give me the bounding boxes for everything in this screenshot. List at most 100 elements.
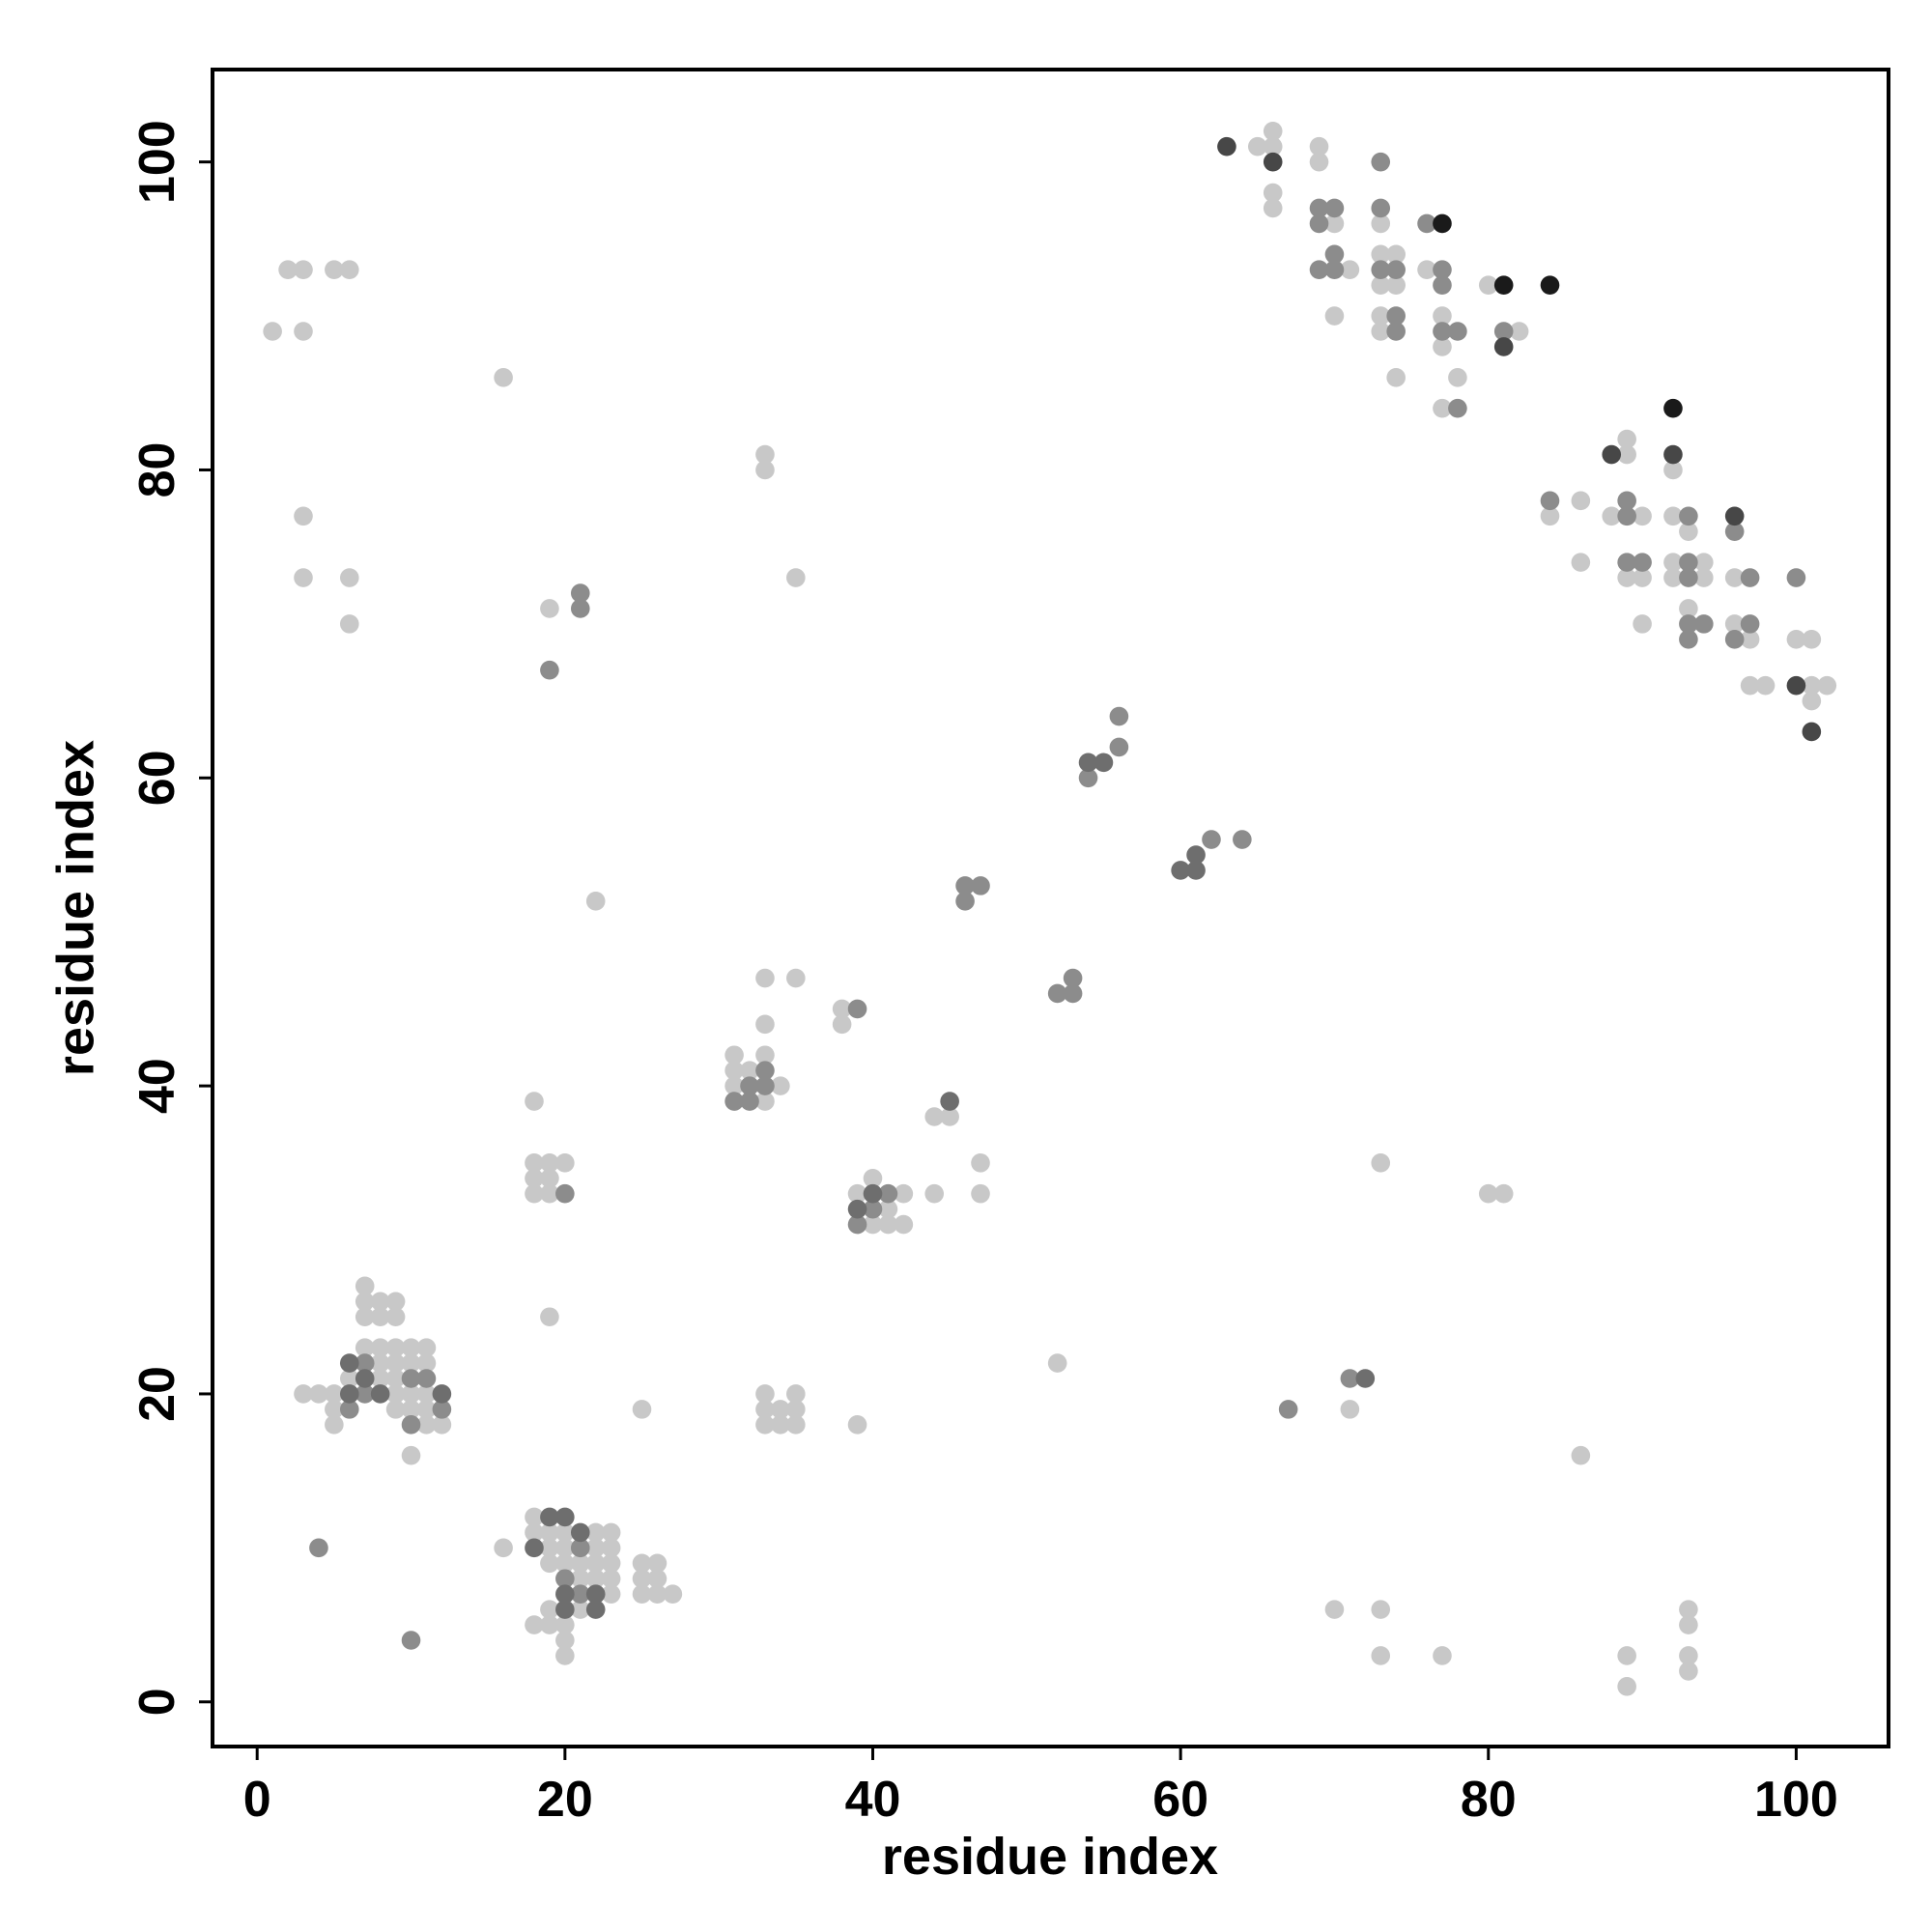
- contact-point: [771, 1400, 790, 1419]
- contact-point: [1679, 1615, 1698, 1634]
- contact-point: [1371, 198, 1391, 218]
- contact-point: [1694, 614, 1714, 634]
- contact-point: [971, 1153, 990, 1173]
- contact-point: [540, 1183, 559, 1204]
- contact-point: [1186, 861, 1206, 880]
- contact-point: [1263, 121, 1283, 141]
- contact-point: [540, 1507, 559, 1527]
- contact-point: [325, 1384, 344, 1404]
- contact-point: [1724, 568, 1745, 587]
- y-tick-label: 60: [129, 750, 185, 806]
- y-tick-label: 100: [129, 120, 185, 204]
- contact-point: [1233, 830, 1252, 849]
- contact-point: [401, 1369, 421, 1388]
- contact-point: [1602, 444, 1622, 465]
- contact-point: [555, 1538, 575, 1558]
- contact-point: [555, 1507, 575, 1527]
- contact-point: [525, 1538, 544, 1558]
- contact-point: [1324, 306, 1345, 326]
- contact-point: [755, 1061, 775, 1080]
- contact-point: [1663, 444, 1683, 465]
- contact-point: [1371, 244, 1391, 265]
- contact-point: [955, 876, 975, 895]
- contact-point: [1386, 275, 1406, 295]
- contact-point: [1571, 1445, 1591, 1465]
- contact-point: [1386, 368, 1406, 387]
- contact-point: [632, 1584, 652, 1604]
- contact-point: [1417, 213, 1436, 234]
- contact-point: [401, 1400, 421, 1419]
- contact-point: [1617, 1646, 1636, 1665]
- contact-point: [401, 1445, 421, 1465]
- contact-point: [385, 1338, 406, 1357]
- contact-point: [740, 1061, 759, 1080]
- y-tick-label: 40: [129, 1058, 185, 1114]
- contact-point: [1386, 260, 1406, 280]
- contact-point: [1679, 630, 1698, 649]
- contact-point: [355, 1384, 375, 1404]
- contact-point: [786, 968, 806, 988]
- contact-point: [1047, 983, 1067, 1004]
- contact-point: [555, 1600, 575, 1619]
- contact-point: [339, 568, 359, 587]
- contact-point: [1371, 1646, 1391, 1665]
- contact-point: [1679, 568, 1698, 587]
- contact-point: [1263, 183, 1283, 203]
- contact-point: [432, 1384, 452, 1404]
- contact-point: [525, 1615, 544, 1634]
- contact-point: [1340, 260, 1360, 280]
- contact-point: [878, 1214, 898, 1235]
- y-tick-label: 20: [129, 1366, 185, 1422]
- contact-point: [1786, 630, 1806, 649]
- contact-point: [294, 260, 313, 280]
- contact-point: [1263, 198, 1283, 218]
- contact-point: [1679, 1662, 1698, 1681]
- contact-point: [1433, 260, 1452, 280]
- contact-point: [540, 599, 559, 618]
- contact-point: [940, 1092, 959, 1111]
- contact-point: [1663, 506, 1683, 526]
- contact-point: [401, 1631, 421, 1650]
- contact-point: [540, 1600, 559, 1619]
- contact-point: [971, 1183, 990, 1204]
- contact-point: [1694, 553, 1714, 572]
- contact-point: [755, 1400, 775, 1419]
- contact-point: [1633, 553, 1652, 572]
- contact-point: [755, 1384, 775, 1404]
- contact-point: [1109, 737, 1129, 757]
- contact-point: [740, 1092, 759, 1111]
- contact-point: [1171, 861, 1190, 880]
- x-tick-label: 20: [537, 1772, 593, 1828]
- contact-point: [1371, 306, 1391, 326]
- contact-point: [1109, 706, 1129, 726]
- contact-point: [1617, 553, 1636, 572]
- contact-point: [1663, 398, 1683, 418]
- contact-point: [1802, 675, 1822, 696]
- contact-point: [540, 1168, 559, 1188]
- contact-point: [1617, 1677, 1636, 1696]
- contact-point: [1386, 322, 1406, 341]
- contact-point: [555, 1584, 575, 1604]
- contact-point: [971, 876, 990, 895]
- contact-point: [525, 1153, 544, 1173]
- contact-point: [786, 1400, 806, 1419]
- contact-point: [1324, 198, 1345, 218]
- contact-point: [1493, 275, 1514, 295]
- contact-point: [1663, 568, 1683, 587]
- contact-point: [1493, 337, 1514, 356]
- contact-point: [847, 1415, 867, 1435]
- contact-point: [755, 1045, 775, 1065]
- contact-point: [740, 1076, 759, 1095]
- contact-point: [370, 1292, 390, 1312]
- contact-point: [1309, 213, 1329, 234]
- contact-point: [1740, 675, 1760, 696]
- contact-point: [1633, 568, 1652, 587]
- contact-point: [601, 1584, 621, 1604]
- contact-point: [1433, 306, 1452, 326]
- contact-point: [339, 614, 359, 634]
- contact-point: [1371, 1600, 1391, 1619]
- contact-point: [1679, 553, 1698, 572]
- contact-point: [540, 1307, 559, 1327]
- contact-point: [1478, 275, 1498, 295]
- contact-point: [724, 1092, 744, 1111]
